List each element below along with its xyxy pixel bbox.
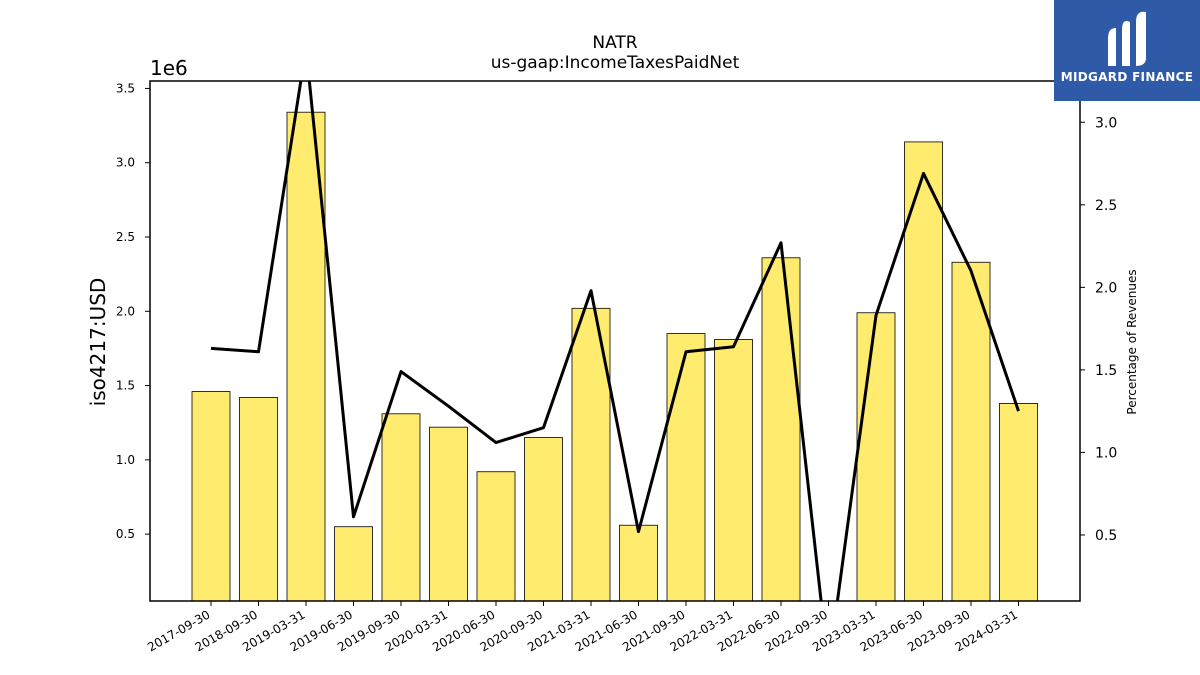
percentage-of-revenues-line [210,81,1020,601]
y2-tick-label: 2.5 [1095,198,1117,214]
y-tick-label: 1.0 [116,453,135,467]
bar-2023-09-30 [951,261,991,601]
y-tick-label: 2.5 [116,230,135,244]
chart-subtitle: us-gaap:IncomeTaxesPaidNet [491,53,740,73]
chart-title: NATR [592,33,637,53]
bar-2019-09-30 [381,413,421,601]
bar-2020-06-30 [476,471,516,601]
bar-2020-09-30 [524,437,563,601]
y-tick-label: 1.5 [116,379,135,393]
bar-2018-09-30 [239,397,278,601]
y-tick-label: 0.5 [116,527,135,541]
y2-tick-label: 3.0 [1095,115,1117,131]
logo-mark-icon [1108,11,1146,66]
y2-tick-label: 2.0 [1095,280,1117,296]
bar-2019-06-30 [334,526,373,601]
y-axis-label: iso4217:USD [86,278,110,407]
y2-tick-label: 0.5 [1095,528,1117,544]
bar-2024-03-31 [999,402,1038,601]
y2-tick-label: 1.0 [1095,445,1117,461]
y-tick-label: 2.0 [116,304,135,318]
bar-2020-03-31 [429,426,468,601]
bar-2022-06-30 [761,257,801,601]
logo-text: MIDGARD FINANCE [1060,70,1194,84]
bar-2021-09-30 [666,333,706,601]
y-tick-label: 3.5 [116,81,135,95]
y2-axis-label: Percentage of Revenues [1125,269,1139,414]
midgard-finance-logo: MIDGARD FINANCE [1054,0,1200,101]
plot-frame [149,80,1081,602]
y-scale-label: 1e6 [150,56,188,80]
y2-tick-label: 1.5 [1095,363,1117,379]
y-tick-label: 3.0 [116,156,135,170]
bar-2022-03-31 [714,339,753,601]
bar-2023-06-30 [904,141,943,601]
bar-2023-03-31 [856,312,896,601]
bar-2017-09-30 [191,391,231,601]
bar-2019-03-31 [286,111,326,601]
bar-2021-06-30 [619,524,658,601]
